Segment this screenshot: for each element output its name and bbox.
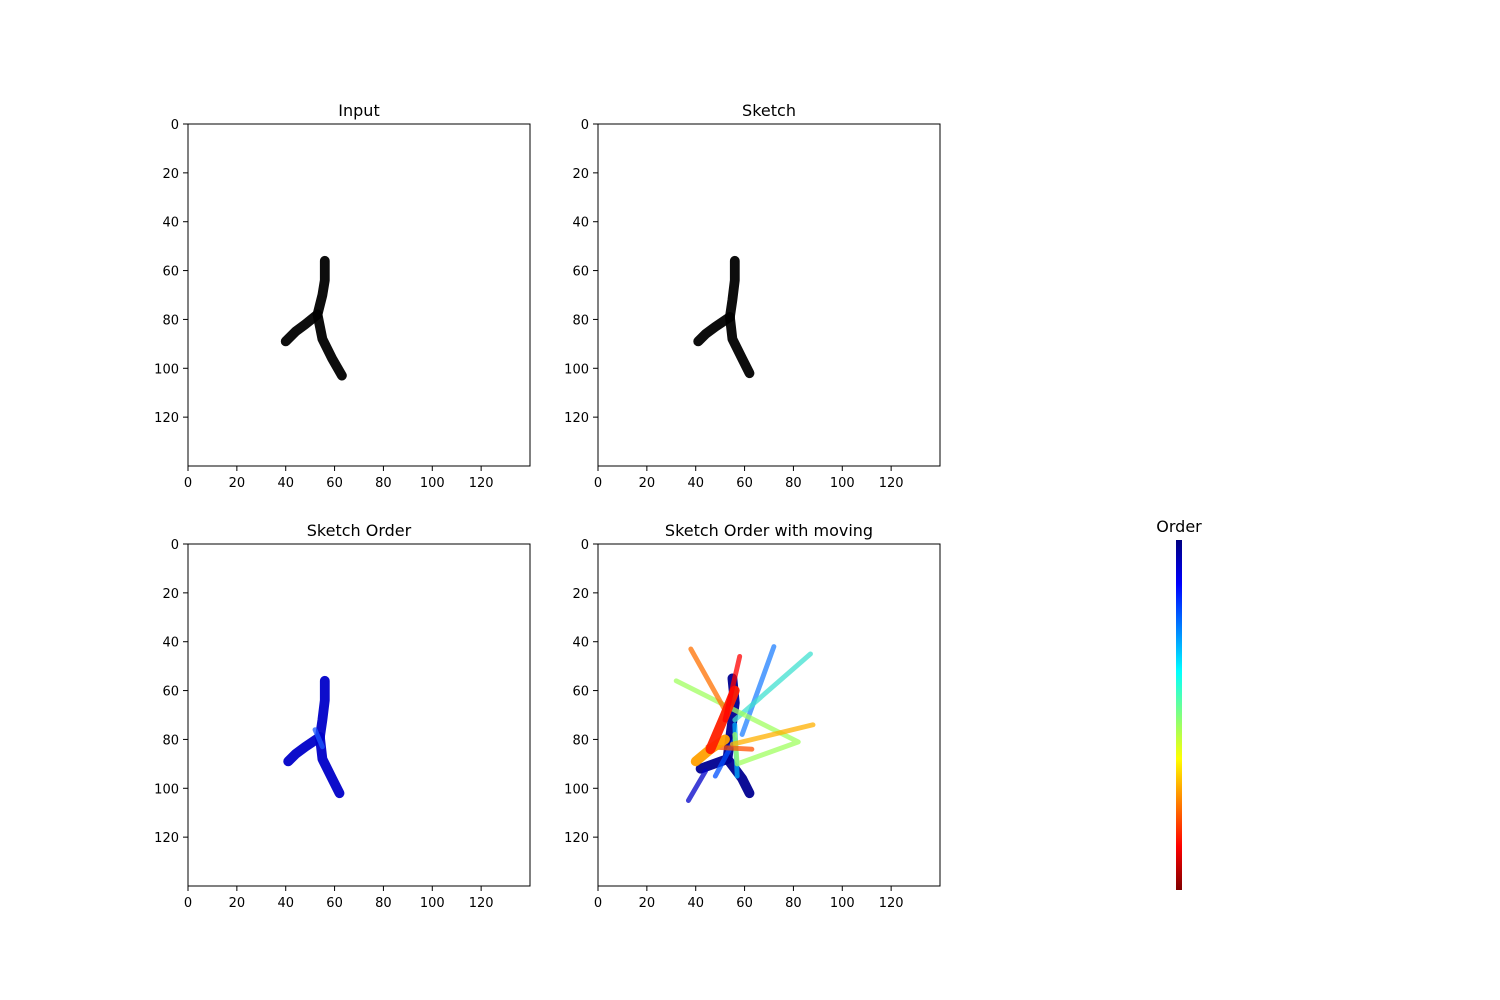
x-tick-label: 20: [229, 476, 246, 491]
stroke-0: [724, 255, 740, 322]
stroke-0: [314, 675, 330, 742]
x-tick-label: 60: [736, 476, 753, 491]
x-tick-label: 20: [229, 896, 246, 911]
y-tick-label: 120: [564, 411, 589, 426]
x-tick-label: 0: [594, 896, 602, 911]
panel-title: Input: [338, 101, 379, 120]
y-tick-label: 80: [572, 733, 589, 748]
y-tick-label: 80: [572, 313, 589, 328]
y-tick-label: 40: [162, 636, 179, 651]
y-tick-label: 0: [581, 118, 589, 133]
y-tick-label: 20: [572, 167, 589, 182]
panel-sketch: Sketch 0 20 40 60 80 100 120 0 20 40 60 80 100 120: [564, 101, 941, 491]
x-tick-label: 80: [375, 896, 392, 911]
x-tick-label: 0: [184, 896, 192, 911]
stroke-2: [724, 312, 755, 379]
stroke-3: [312, 727, 325, 750]
x-tick-label: 40: [277, 476, 294, 491]
y-tick-label: 0: [171, 538, 179, 553]
stroke-10: [688, 646, 728, 713]
axes-frame: [187, 543, 531, 887]
stroke-5: [739, 644, 777, 737]
x-tick-label: 100: [420, 476, 445, 491]
x-tick-label: 40: [687, 476, 704, 491]
stroke-1: [280, 309, 323, 347]
x-tick-label: 120: [469, 476, 494, 491]
x-tick-label: 60: [736, 896, 753, 911]
panel-title: Sketch: [742, 101, 796, 120]
y-tick-label: 20: [162, 167, 179, 182]
y-tick-label: 100: [564, 782, 589, 797]
x-tick-label: 100: [420, 896, 445, 911]
x-tick-label: 100: [830, 476, 855, 491]
stroke-1: [693, 312, 735, 347]
colorbar-gradient: [1176, 540, 1182, 890]
y-tick-label: 80: [162, 733, 179, 748]
panel-input: Input 0 20 40 60 80 100 120 0 20 40 60 80 100 120: [154, 101, 531, 491]
axes-frame: [597, 543, 941, 887]
y-tick-label: 0: [171, 118, 179, 133]
y-tick-label: 40: [572, 216, 589, 231]
y-tick-label: 120: [154, 411, 179, 426]
y-tick-label: 20: [162, 587, 179, 602]
y-tick-label: 100: [154, 362, 179, 377]
x-tick-label: 40: [277, 896, 294, 911]
y-tick-label: 40: [572, 636, 589, 651]
y-tick-label: 120: [564, 831, 589, 846]
x-tick-label: 20: [639, 896, 656, 911]
x-tick-label: 120: [469, 896, 494, 911]
x-tick-label: 80: [785, 476, 802, 491]
stroke-3: [685, 768, 708, 803]
x-tick-label: 120: [879, 896, 904, 911]
y-tick-label: 60: [162, 685, 179, 700]
x-tick-label: 0: [184, 476, 192, 491]
y-tick-label: 80: [162, 313, 179, 328]
panel-sketch-order-moving: Sketch Order with moving 0 20 40 60 80 100 120…: [564, 521, 941, 911]
stroke-0: [312, 255, 330, 320]
axes-frame: [187, 123, 531, 467]
colorbar-title: Order: [1156, 517, 1202, 536]
y-tick-label: 120: [154, 831, 179, 846]
x-tick-label: 60: [326, 476, 343, 491]
stroke-14: [722, 653, 743, 723]
stroke-2: [722, 754, 755, 799]
x-tick-label: 80: [375, 476, 392, 491]
x-tick-label: 120: [879, 476, 904, 491]
colorbar: Order: [1156, 517, 1202, 890]
y-tick-label: 60: [572, 265, 589, 280]
y-tick-label: 100: [154, 782, 179, 797]
axes-frame: [597, 123, 941, 467]
stroke-1: [283, 732, 325, 767]
stroke-7: [732, 651, 813, 723]
y-tick-label: 60: [162, 265, 179, 280]
x-tick-label: 20: [639, 476, 656, 491]
y-tick-label: 100: [564, 362, 589, 377]
stroke-2: [312, 309, 347, 381]
stroke-9: [729, 722, 816, 747]
x-tick-label: 60: [326, 896, 343, 911]
y-tick-label: 20: [572, 587, 589, 602]
panel-title: Sketch Order with moving: [665, 521, 873, 540]
x-tick-label: 40: [687, 896, 704, 911]
y-tick-label: 40: [162, 216, 179, 231]
y-tick-label: 60: [572, 685, 589, 700]
x-tick-label: 100: [830, 896, 855, 911]
y-tick-label: 0: [581, 538, 589, 553]
panel-title: Sketch Order: [307, 521, 412, 540]
x-tick-label: 0: [594, 476, 602, 491]
panel-sketch-order: Sketch Order 0 20 40 60 80 100 120 0 20 40 60 80 10…: [154, 521, 531, 911]
x-tick-label: 80: [785, 896, 802, 911]
